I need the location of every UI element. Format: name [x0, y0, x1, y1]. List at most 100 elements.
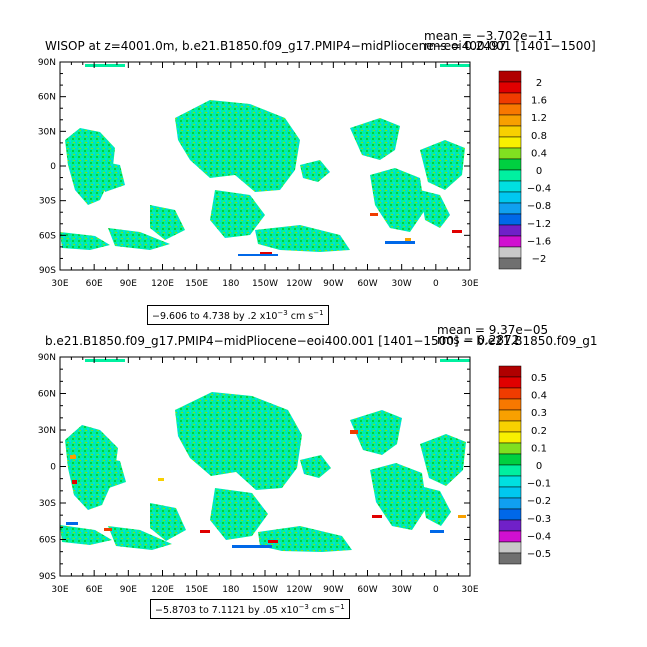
panel-2-x-tick-label: 180 — [222, 585, 239, 595]
panel-2-colorbar-label: −0.2 — [527, 496, 551, 507]
panel-2-colorbar-swatch — [498, 431, 522, 444]
panel-2-colorbar-swatch — [498, 420, 522, 433]
panel-1-x-tick-label: 60E — [86, 279, 103, 289]
panel-1-title: WISOP at z=4001.0m, b.e21.B1850.f09_g17.… — [45, 39, 596, 53]
panel-1-colorbar-label: 1.2 — [531, 113, 547, 124]
panel-1-x-tick-label: 30E — [461, 279, 478, 289]
panel-1-map-field — [60, 64, 470, 256]
panel-1-colorbar-swatch — [498, 257, 522, 270]
panel-2-x-tick-label: 60E — [86, 585, 103, 595]
panel-1-x-tick-label: 90E — [120, 279, 137, 289]
panel-2-colorbar-swatch — [498, 453, 522, 466]
panel-1-y-tick-label: 0 — [50, 162, 56, 172]
panel-2-x-tick-label: 30E — [461, 585, 478, 595]
panel-1-range-label: −9.606 to 4.738 by .2 x10−3 cm s−1 — [147, 305, 329, 326]
panel-2-colorbar-label: −0.1 — [527, 479, 551, 490]
panel-1-colorbar-swatch — [498, 147, 522, 160]
panel-2-colorbar-swatch — [498, 409, 522, 422]
panel-2-colorbar-swatch — [498, 398, 522, 411]
panel-1-colorbar-swatch — [498, 191, 522, 204]
panel-1-y-tick-label: 60N — [38, 93, 56, 103]
panel-1-colorbar-label: 1.6 — [531, 96, 547, 107]
panel-1-x-tick-label: 30E — [51, 279, 68, 289]
panel-2-x-tick-label: 120W — [286, 585, 312, 595]
panel-1-colorbar-swatch — [498, 202, 522, 215]
panel-1-colorbar-swatch — [498, 213, 522, 226]
panel-1-colorbar-swatch — [498, 169, 522, 182]
panel-2-colorbar-swatch — [498, 486, 522, 499]
panel-1-colorbar-label: 0.4 — [531, 148, 547, 159]
panel-1-colorbar-label: −0.8 — [527, 201, 551, 212]
panel-2-colorbar-swatch — [498, 552, 522, 565]
panel-2-colorbar-label: −0.3 — [527, 514, 551, 525]
panel-2-y-tick-label: 30N — [38, 426, 56, 436]
panel-2-colorbar-swatch — [498, 530, 522, 543]
panel-1-colorbar-label: −0.4 — [527, 184, 551, 195]
panel-1-colorbar-label: 2 — [536, 78, 542, 89]
panel-1-x-tick-label: 120W — [286, 279, 312, 289]
panel-2-colorbar: 0.5 0.4 0.3 0.2 0.1 0 −0.1 −0.2 −0.3 −0.4 −0.5 — [498, 365, 551, 565]
panel-1-colorbar-label: −1.6 — [527, 236, 551, 247]
panel-1-y-tick-label: 90S — [39, 266, 56, 276]
panel-2-x-tick-label: 90W — [323, 585, 343, 595]
panel-1: WISOP at z=4001.0m, b.e21.B1850.f09_g17.… — [38, 29, 596, 289]
panel-1-colorbar-swatch — [498, 92, 522, 105]
panel-1-x-tick-label: 180 — [222, 279, 239, 289]
panel-2-colorbar-label: 0.4 — [531, 391, 547, 402]
panel-1-colorbar-swatch — [498, 103, 522, 116]
panel-1-x-tick-label: 60W — [357, 279, 377, 289]
panel-2-mean: mean = 9.37e−05 — [437, 323, 548, 337]
panel-1-colorbar: 2 1.6 1.2 0.8 0.4 0 −0.4 −0.8 −1.2 −1.6 −2 — [498, 70, 551, 270]
panel-2-rms: rms = 0.2872 — [437, 333, 519, 347]
panel-1-colorbar-swatch — [498, 180, 522, 193]
panel-2-colorbar-swatch — [498, 442, 522, 455]
panel-2-x-tick-label: 90E — [120, 585, 137, 595]
panel-2-colorbar-swatch — [498, 365, 522, 378]
panel-2-x-tick-label: 150W — [252, 585, 278, 595]
panel-1-y-tick-label: 60S — [39, 231, 56, 241]
panel-2-y-tick-label: 90S — [39, 572, 56, 582]
panel-2-x-tick-label: 30W — [391, 585, 411, 595]
panel-2-map-field — [60, 359, 470, 552]
panel-1-colorbar-swatch — [498, 235, 522, 248]
panel-1-x-tick-label: 90W — [323, 279, 343, 289]
panel-2-colorbar-label: 0.1 — [531, 443, 547, 454]
panel-2-axes: 30E 60E 90E 120E 150E 180 150W 120W 90W 60W 30W 0 30… — [38, 353, 479, 595]
panel-2-x-tick-label: 0 — [433, 585, 439, 595]
panel-2-colorbar-label: −0.4 — [527, 531, 551, 542]
panel-2-range-label: −5.8703 to 7.1121 by .05 x10−3 cm s−1 — [150, 599, 350, 620]
panel-2-colorbar-swatch — [498, 376, 522, 389]
panel-2-colorbar-label: 0.3 — [531, 408, 547, 419]
panel-1-colorbar-label: 0 — [536, 166, 542, 177]
panel-2-y-tick-label: 30S — [39, 499, 56, 509]
panel-2-title: b.e21.B1850.f09_g17.PMIP4−midPliocene−eo… — [45, 334, 598, 348]
panel-1-axes: 30E 60E 90E 120E 150E 180 150W 120W 90W 60W 30W 0 30… — [38, 58, 479, 289]
panel-1-y-tick-label: 30N — [38, 127, 56, 137]
panel-2-x-tick-label: 60W — [357, 585, 377, 595]
panel-1-colorbar-swatch — [498, 81, 522, 94]
panel-2-colorbar-label: −0.5 — [527, 549, 551, 560]
panel-2-colorbar-label: 0 — [536, 461, 542, 472]
panel-2-y-tick-label: 90N — [38, 353, 56, 363]
panel-2-y-tick-label: 60N — [38, 390, 56, 400]
panel-1-x-tick-label: 150E — [185, 279, 208, 289]
panel-2-y-tick-label: 60S — [39, 536, 56, 546]
panel-2-x-tick-label: 150E — [185, 585, 208, 595]
panel-2-y-tick-label: 0 — [50, 463, 56, 473]
panel-2-x-tick-label: 120E — [151, 585, 174, 595]
panel-1-x-tick-label: 150W — [252, 279, 278, 289]
panel-1-rms: rms = 0.2497 — [424, 39, 506, 53]
panel-1-colorbar-swatch — [498, 246, 522, 259]
panel-1-mean: mean = −3.702e−11 — [424, 29, 553, 43]
panel-1-colorbar-label: −2 — [532, 254, 547, 265]
panel-2-colorbar-swatch — [498, 387, 522, 400]
panel-1-y-tick-label: 90N — [38, 58, 56, 68]
panel-1-colorbar-swatch — [498, 125, 522, 138]
panel-2: b.e21.B1850.f09_g17.PMIP4−midPliocene−eo… — [38, 323, 598, 595]
panel-1-y-tick-label: 30S — [39, 197, 56, 207]
panel-2-colorbar-label: 0.5 — [531, 373, 547, 384]
panel-1-x-tick-label: 30W — [391, 279, 411, 289]
panel-2-colorbar-swatch — [498, 497, 522, 510]
panel-1-colorbar-label: −1.2 — [527, 219, 551, 230]
